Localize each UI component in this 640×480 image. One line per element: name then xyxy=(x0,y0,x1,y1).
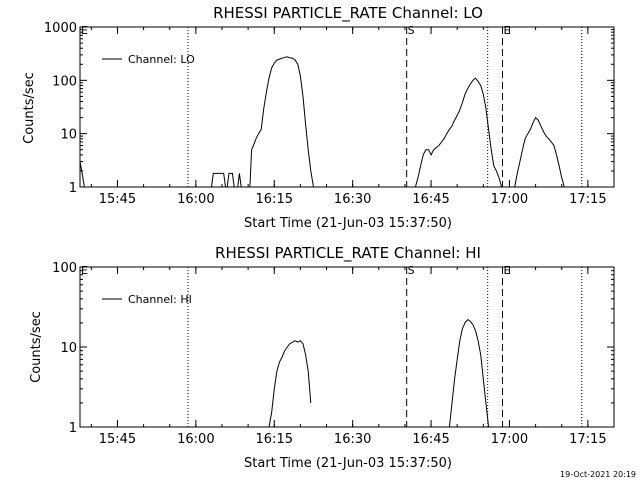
lo-marker-label-s: S xyxy=(408,24,415,37)
lo-chart-title: RHESSI PARTICLE_RATE Channel: LO xyxy=(213,4,483,23)
lo-y-tick-label: 10 xyxy=(60,128,77,143)
lo-legend-label: Channel: LO xyxy=(128,53,195,66)
hi-chart-title: RHESSI PARTICLE_RATE Channel: HI xyxy=(215,244,481,263)
lo-data-line-segment-3 xyxy=(226,172,235,188)
hi-left-edge-label: E xyxy=(81,264,88,277)
hi-y-axis-label: Counts/sec xyxy=(29,311,44,383)
hi-x-tick-label: 17:00 xyxy=(491,432,528,447)
lo-x-tick-label: 17:00 xyxy=(491,192,528,207)
hi-x-axis-label: Start Time (21-Jun-03 15:37:50) xyxy=(244,456,452,471)
lo-data-line-segment-1 xyxy=(79,161,85,188)
lo-y-tick-label: 1 xyxy=(69,181,77,196)
hi-channel-panel: RHESSI PARTICLE_RATE Channel: HI Counts/… xyxy=(29,244,615,471)
hi-x-tick-label: 15:45 xyxy=(99,432,136,447)
hi-data-line-segment-1 xyxy=(268,340,312,428)
lo-y-tick-label: 100 xyxy=(52,74,77,89)
lo-data-line-segment-2 xyxy=(211,172,226,188)
lo-x-tick-label: 17:15 xyxy=(569,192,606,207)
hi-marker-label-s: S xyxy=(408,264,415,277)
hi-x-tick-label: 16:15 xyxy=(256,432,293,447)
lo-data-line-segment-4 xyxy=(237,173,242,188)
lo-x-axis-label: Start Time (21-Jun-03 15:37:50) xyxy=(244,216,452,231)
lo-data-line-segment-6 xyxy=(414,77,503,188)
lo-x-tick-label: 16:15 xyxy=(256,192,293,207)
lo-data-line-segment-5 xyxy=(249,56,314,188)
hi-marker-label-e: E xyxy=(503,264,510,277)
lo-x-tick-label: 16:45 xyxy=(412,192,449,207)
generation-timestamp: 19-Oct-2021 20:19 xyxy=(560,470,636,479)
hi-y-tick-label: 100 xyxy=(52,261,77,276)
lo-x-tick-label: 16:30 xyxy=(334,192,371,207)
lo-y-axis-label: Counts/sec xyxy=(22,72,37,144)
lo-marker-label-e: E xyxy=(503,24,510,37)
lo-x-tick-label: 15:45 xyxy=(99,192,136,207)
hi-legend-label: Channel: HI xyxy=(128,293,192,306)
hi-y-tick-label: 1 xyxy=(69,421,77,436)
lo-plot-frame xyxy=(79,26,615,188)
hi-x-tick-label: 17:15 xyxy=(569,432,606,447)
lo-left-edge-label: E xyxy=(81,24,88,37)
lo-channel-panel: RHESSI PARTICLE_RATE Channel: LO Counts/… xyxy=(22,4,615,231)
hi-y-tick-label: 10 xyxy=(60,341,77,356)
hi-x-tick-label: 16:00 xyxy=(177,432,214,447)
lo-x-tick-label: 16:00 xyxy=(177,192,214,207)
hi-x-tick-label: 16:30 xyxy=(334,432,371,447)
hi-data-line-segment-2 xyxy=(448,318,490,428)
hi-x-tick-label: 16:45 xyxy=(412,432,449,447)
lo-y-tick-label: 1000 xyxy=(44,21,77,36)
lo-data-line-segment-7 xyxy=(514,116,565,188)
